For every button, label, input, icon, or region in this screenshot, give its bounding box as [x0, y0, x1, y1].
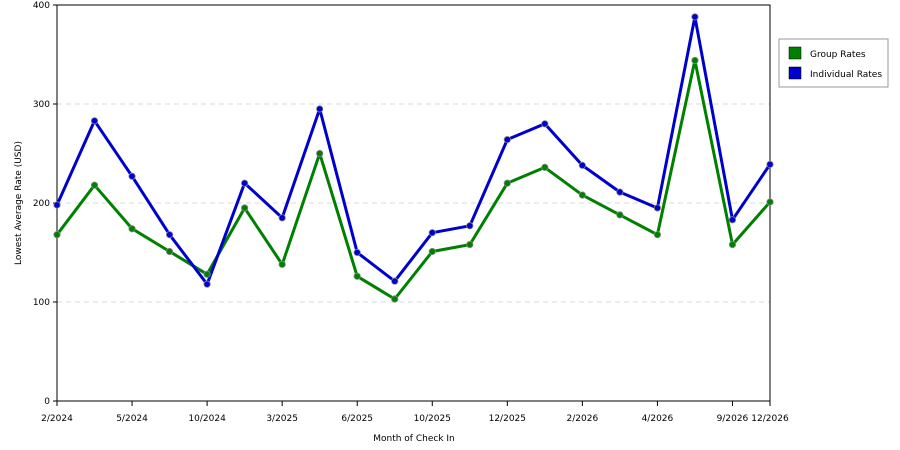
- data-point-individual: [241, 179, 249, 187]
- series-line-individual: [55, 15, 772, 286]
- data-point-group: [90, 181, 99, 189]
- data-point-individual: [53, 201, 61, 209]
- data-point-individual: [428, 229, 436, 237]
- data-point-group: [353, 272, 361, 280]
- y-tick-label: 0: [44, 397, 50, 407]
- series-lines: [55, 15, 772, 301]
- x-tick-label: 5/2024: [116, 414, 148, 424]
- data-point-group: [165, 247, 174, 256]
- x-tick-label: 9/2026: [717, 414, 749, 424]
- data-point-individual: [203, 280, 211, 288]
- data-point-individual: [766, 160, 774, 168]
- y-tick-label: 100: [33, 298, 50, 308]
- data-point-group: [728, 240, 737, 249]
- legend-label-individual: Individual Rates: [810, 70, 882, 80]
- data-point-group: [578, 191, 586, 199]
- data-point-group: [428, 247, 436, 256]
- data-point-individual: [165, 231, 174, 239]
- data-point-group: [503, 179, 511, 187]
- x-tick-label: 10/2025: [414, 414, 451, 424]
- legend-swatch-individual: [788, 66, 802, 80]
- data-point-group: [466, 240, 474, 249]
- series-points: [53, 13, 774, 303]
- data-point-individual: [578, 161, 586, 169]
- data-point-individual: [278, 214, 286, 222]
- x-tick-label: 2/2024: [41, 414, 73, 424]
- data-point-group: [203, 270, 211, 278]
- data-point-group: [766, 198, 774, 206]
- data-point-individual: [541, 120, 549, 128]
- data-point-group: [128, 225, 136, 233]
- data-point-group: [53, 231, 61, 239]
- data-point-group: [241, 204, 249, 212]
- x-tick-label: 2/2026: [567, 414, 599, 424]
- y-tick-label: 300: [33, 100, 50, 110]
- x-axis-title: Month of Check In: [373, 434, 455, 444]
- data-point-individual: [616, 188, 624, 196]
- data-point-individual: [90, 117, 99, 125]
- data-point-individual: [653, 204, 662, 212]
- y-tick-label: 400: [33, 1, 50, 11]
- x-tick-label: 4/2026: [642, 414, 674, 424]
- data-point-group: [316, 149, 324, 158]
- data-point-group: [691, 56, 699, 65]
- data-point-group: [278, 260, 286, 268]
- data-point-individual: [691, 13, 699, 21]
- data-point-individual: [353, 248, 361, 257]
- x-tick-label: 12/2026: [751, 414, 789, 424]
- series-line-group: [55, 58, 772, 301]
- data-point-group: [653, 231, 662, 239]
- grid-lines: [57, 103, 770, 303]
- x-tick-label: 10/2024: [188, 414, 226, 424]
- data-point-individual: [391, 277, 399, 285]
- x-tick-label: 6/2025: [341, 414, 373, 424]
- legend-label-group: Group Rates: [810, 50, 866, 60]
- legend: Group Rates Individual Rates: [778, 38, 889, 88]
- data-point-individual: [128, 172, 136, 180]
- data-point-individual: [503, 136, 511, 144]
- data-point-individual: [466, 222, 474, 230]
- y-axis-title: Lowest Average Rate (USD): [14, 141, 24, 265]
- data-point-group: [541, 163, 549, 171]
- x-tick-label: 3/2025: [266, 414, 298, 424]
- x-axis-ticks: 2/2024 5/2024 10/2024 3/2025 6/2025 10/2025 12…: [41, 401, 789, 424]
- data-point-group: [391, 295, 399, 303]
- x-tick-label: 12/2025: [489, 414, 526, 424]
- y-tick-label: 200: [33, 199, 50, 209]
- data-point-individual: [316, 105, 324, 113]
- data-point-individual: [728, 216, 737, 224]
- data-point-group: [616, 211, 624, 219]
- legend-swatch-group: [788, 46, 802, 60]
- y-axis-ticks: 0 100 200 300 400: [33, 1, 57, 407]
